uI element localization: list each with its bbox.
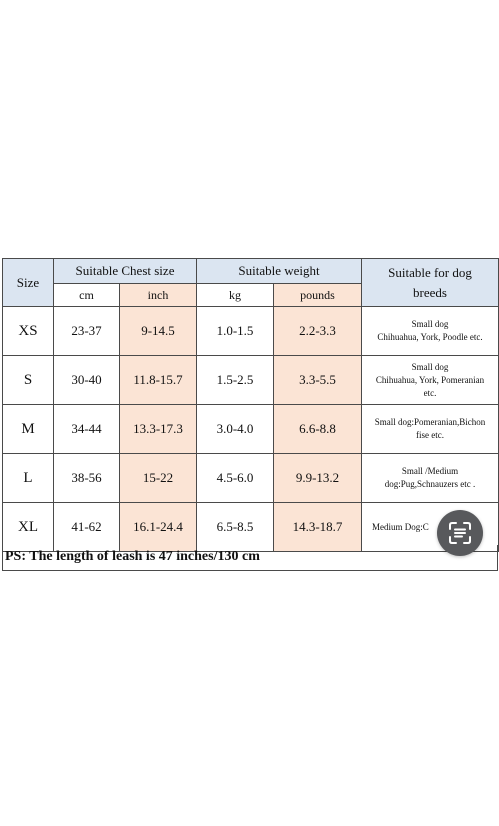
breed-cell: Small dog Chihuahua, York, Pomeranian et… (361, 355, 499, 405)
breed-line: Small dog (411, 361, 449, 372)
breed-cell: Small dog:Pomeranian,Bichon fise etc. (361, 404, 499, 454)
table-row: XS 23-37 9-14.5 1.0-1.5 2.2-3.3 Small do… (2, 306, 499, 356)
subheader-pounds: pounds (273, 283, 362, 307)
breed-line: Small /Medium (401, 466, 459, 476)
size-table: Size Suitable Chest size Suitable weight… (2, 258, 499, 552)
weight-kg: 4.5-6.0 (196, 453, 274, 503)
breed-line: Small dog:Pomeranian,Bichon (374, 417, 486, 427)
breed-line: Small dog (411, 319, 449, 329)
header-size: Size (2, 258, 54, 307)
subheader-cm: cm (53, 283, 120, 307)
header-weight: Suitable weight (196, 258, 362, 284)
chest-inch: 13.3-17.3 (119, 404, 197, 454)
leash-length-note: PS: The length of leash is 47 inches/130… (2, 545, 498, 571)
size-label: L (2, 453, 54, 503)
breed-line: dog:Pug,Schnauzers etc . (384, 479, 476, 489)
chest-inch: 9-14.5 (119, 306, 197, 356)
subheader-inch: inch (119, 283, 197, 307)
text-scan-icon (449, 522, 471, 544)
chest-cm: 30-40 (53, 355, 120, 405)
weight-pounds: 3.3-5.5 (273, 355, 362, 405)
table-row: M 34-44 13.3-17.3 3.0-4.0 6.6-8.8 Small … (2, 404, 499, 454)
breed-line: Chihuahua, York, Poodle etc. (377, 332, 483, 342)
breed-line: fise etc. (416, 430, 444, 440)
text-scan-button[interactable] (437, 510, 483, 556)
weight-kg: 6.5-8.5 (196, 502, 274, 552)
breed-cell: Small dog Chihuahua, York, Poodle etc. (361, 306, 499, 356)
weight-pounds: 2.2-3.3 (273, 306, 362, 356)
weight-kg: 1.0-1.5 (196, 306, 274, 356)
size-label: XS (2, 306, 54, 356)
subheader-kg: kg (196, 283, 274, 307)
breed-cell: Small /Medium dog:Pug,Schnauzers etc . (361, 453, 499, 503)
header-chest-size: Suitable Chest size (53, 258, 197, 284)
chest-cm: 41-62 (53, 502, 120, 552)
breed-line: Chihuahua, York, Pomeranian (375, 374, 485, 385)
chest-inch: 15-22 (119, 453, 197, 503)
chest-inch: 16.1-24.4 (119, 502, 197, 552)
weight-pounds: 9.9-13.2 (273, 453, 362, 503)
chest-inch: 11.8-15.7 (119, 355, 197, 405)
weight-pounds: 6.6-8.8 (273, 404, 362, 454)
chest-cm: 23-37 (53, 306, 120, 356)
size-label: S (2, 355, 54, 405)
table-row: XL 41-62 16.1-24.4 6.5-8.5 14.3-18.7 Med… (2, 502, 499, 552)
size-label: M (2, 404, 54, 454)
weight-kg: 1.5-2.5 (196, 355, 274, 405)
weight-kg: 3.0-4.0 (196, 404, 274, 454)
table-row: L 38-56 15-22 4.5-6.0 9.9-13.2 Small /Me… (2, 453, 499, 503)
chest-cm: 34-44 (53, 404, 120, 454)
breed-line: etc. (423, 387, 437, 398)
size-label: XL (2, 502, 54, 552)
chest-cm: 38-56 (53, 453, 120, 503)
table-row: S 30-40 11.8-15.7 1.5-2.5 3.3-5.5 Small … (2, 355, 499, 405)
header-breeds: Suitable for dog breeds (361, 258, 499, 307)
size-chart: Size Suitable Chest size Suitable weight… (0, 258, 499, 574)
breed-line: Medium Dog:C (372, 521, 429, 532)
